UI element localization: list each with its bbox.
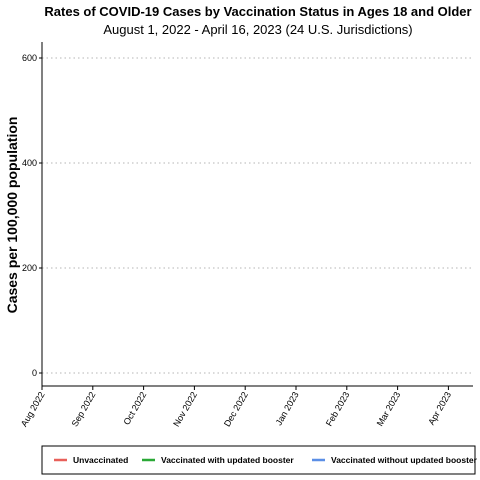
x-tick-label: Nov 2022 [171,390,199,428]
y-tick-label: 400 [22,158,37,168]
x-tick-label: Mar 2023 [375,390,403,428]
legend-label: Unvaccinated [73,455,128,465]
x-tick-label: Jan 2023 [274,390,301,427]
x-tick-label: Dec 2022 [222,390,250,428]
x-tick-label: Feb 2023 [324,390,352,428]
x-tick-label: Apr 2023 [426,390,453,427]
y-axis-label: Cases per 100,000 population [4,117,20,314]
legend-label: Vaccinated with updated booster [161,455,294,465]
y-tick-label: 600 [22,53,37,63]
legend-box [41,445,476,475]
x-tick-label: Sep 2022 [70,390,98,428]
x-tick-label: Aug 2022 [19,390,47,428]
y-tick-label: 0 [32,368,37,378]
chart-subtitle: August 1, 2022 - April 16, 2023 (24 U.S.… [103,22,412,37]
gridlines [42,57,473,374]
legend-label: Vaccinated without updated booster [331,455,478,465]
chart-title: Rates of COVID-19 Cases by Vaccination S… [44,4,471,19]
x-axis-ticks: Aug 2022 Sep 2022 Oct 2022 Nov 2022 Dec 2022… [19,386,453,428]
x-tick-label: Oct 2022 [121,390,148,427]
y-tick-label: 200 [22,263,37,273]
y-axis-ticks: 0 200 400 600 [22,53,42,378]
legend: Unvaccinated Vaccinated with updated boos… [41,445,478,475]
